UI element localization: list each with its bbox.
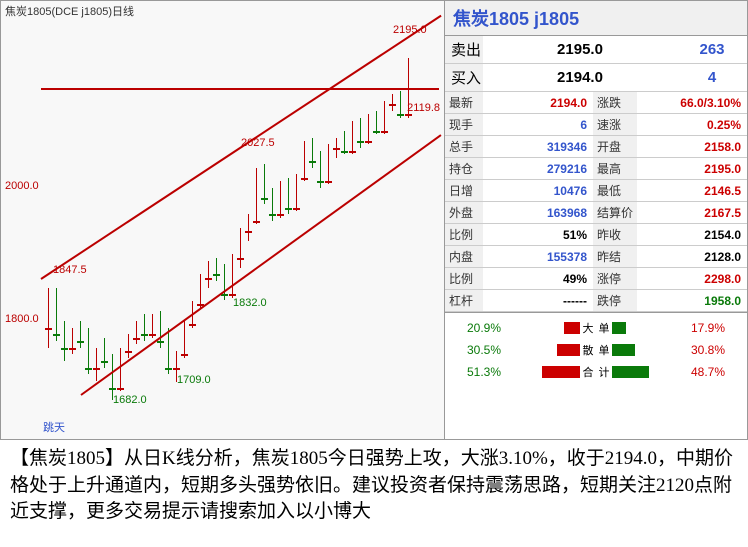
bid-label: 买入 xyxy=(445,64,483,91)
quote-label: 现手 xyxy=(445,114,483,136)
quote-label: 速涨 xyxy=(593,114,637,136)
quote-value: 66.0/3.10% xyxy=(637,92,747,114)
quote-label: 昨收 xyxy=(593,224,637,246)
quote-label: 杠杆 xyxy=(445,290,483,312)
instrument-header: 焦炭1805 j1805 xyxy=(445,1,747,36)
quote-value: 51% xyxy=(483,224,593,246)
quote-value: 49% xyxy=(483,268,593,290)
quote-label: 外盘 xyxy=(445,202,483,224)
quote-value: 2154.0 xyxy=(637,224,747,246)
quote-value: 2298.0 xyxy=(637,268,747,290)
quote-label: 昨结 xyxy=(593,246,637,268)
quote-value: 2195.0 xyxy=(637,158,747,180)
ask-label: 卖出 xyxy=(445,36,483,63)
quote-label: 涨跌 xyxy=(593,92,637,114)
bid-row: 买入 2194.0 4 xyxy=(445,64,747,92)
quote-value: 2146.5 xyxy=(637,180,747,202)
quote-label: 最低 xyxy=(593,180,637,202)
quote-value: 6 xyxy=(483,114,593,136)
flow-row: 20.9%大单17.9% xyxy=(451,317,741,339)
quote-label: 比例 xyxy=(445,224,483,246)
quote-label: 内盘 xyxy=(445,246,483,268)
ask-row: 卖出 2195.0 263 xyxy=(445,36,747,64)
quote-value: 2194.0 xyxy=(483,92,593,114)
chart-title: 焦炭1805(DCE j1805)日线 xyxy=(5,3,134,19)
quote-value: 2128.0 xyxy=(637,246,747,268)
quote-label: 跌停 xyxy=(593,290,637,312)
quote-value: 155378 xyxy=(483,246,593,268)
quote-label: 最新 xyxy=(445,92,483,114)
quote-value: 10476 xyxy=(483,180,593,202)
flow-row: 51.3%合计48.7% xyxy=(451,361,741,383)
ask-vol: 263 xyxy=(677,41,747,58)
quote-value: 2167.5 xyxy=(637,202,747,224)
candle-container xyxy=(41,21,439,419)
quote-value: 279216 xyxy=(483,158,593,180)
bid-vol: 4 xyxy=(677,69,747,86)
quote-label: 总手 xyxy=(445,136,483,158)
quote-value: ------ xyxy=(483,290,593,312)
quote-label: 开盘 xyxy=(593,136,637,158)
quote-value: 1958.0 xyxy=(637,290,747,312)
quote-label: 最高 xyxy=(593,158,637,180)
quote-label: 持仓 xyxy=(445,158,483,180)
quote-label: 日增 xyxy=(445,180,483,202)
quote-grid: 最新2194.0涨跌66.0/3.10% 现手6速涨0.25% 总手319346开盘… xyxy=(445,92,747,312)
analysis-text: 【焦炭1805】从日K线分析，焦炭1805今日强势上攻，大涨3.10%，收于21… xyxy=(0,440,748,532)
order-flow: 20.9%大单17.9%30.5%散单30.8%51.3%合计48.7% xyxy=(445,312,747,387)
quote-label: 涨停 xyxy=(593,268,637,290)
ask-price: 2195.0 xyxy=(483,41,677,58)
quote-label: 比例 xyxy=(445,268,483,290)
quote-value: 319346 xyxy=(483,136,593,158)
candlestick-chart[interactable]: 焦炭1805(DCE j1805)日线 1800.02000.0 2119.82… xyxy=(0,0,445,440)
y-axis: 1800.02000.0 xyxy=(3,1,38,439)
bid-price: 2194.0 xyxy=(483,69,677,86)
quote-panel: 焦炭1805 j1805 卖出 2195.0 263 买入 2194.0 4 最… xyxy=(445,0,748,440)
quote-value: 2158.0 xyxy=(637,136,747,158)
quote-value: 163968 xyxy=(483,202,593,224)
flow-row: 30.5%散单30.8% xyxy=(451,339,741,361)
quote-value: 0.25% xyxy=(637,114,747,136)
quote-label: 结算价 xyxy=(593,202,637,224)
